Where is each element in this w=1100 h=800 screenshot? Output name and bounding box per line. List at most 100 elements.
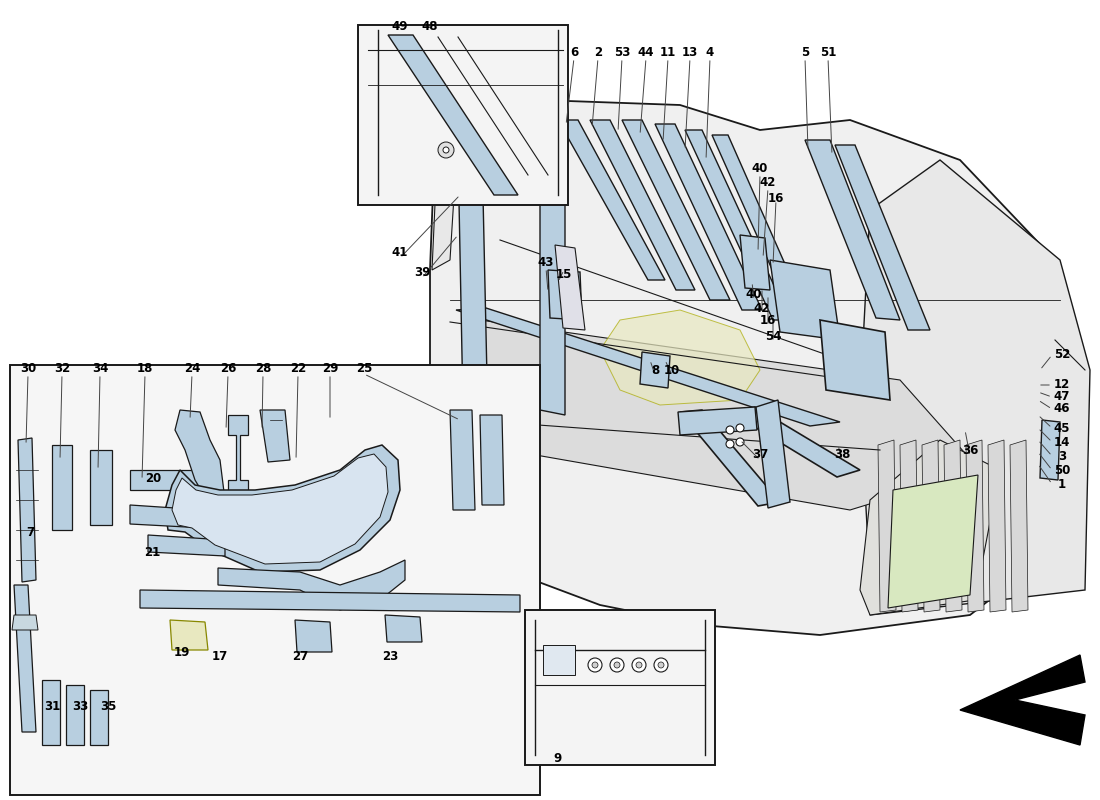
Text: 1: 1	[1058, 478, 1066, 490]
Circle shape	[614, 662, 620, 668]
Text: 19: 19	[174, 646, 190, 658]
Polygon shape	[730, 407, 860, 477]
Text: 53: 53	[614, 46, 630, 58]
Polygon shape	[1040, 420, 1060, 480]
Text: 16: 16	[768, 191, 784, 205]
Circle shape	[632, 658, 646, 672]
Text: 47: 47	[1054, 390, 1070, 403]
Polygon shape	[90, 450, 112, 525]
Text: 16: 16	[760, 314, 777, 327]
Polygon shape	[590, 120, 695, 290]
Text: 6: 6	[570, 46, 579, 58]
Circle shape	[726, 440, 734, 448]
Text: 46: 46	[1054, 402, 1070, 415]
Polygon shape	[878, 440, 896, 612]
Polygon shape	[654, 124, 762, 310]
Polygon shape	[960, 655, 1085, 745]
Polygon shape	[712, 135, 815, 332]
Polygon shape	[90, 690, 108, 745]
Polygon shape	[52, 445, 72, 530]
Text: 45: 45	[1054, 422, 1070, 434]
Polygon shape	[450, 410, 475, 510]
Polygon shape	[540, 120, 565, 415]
Circle shape	[588, 658, 602, 672]
Text: 34: 34	[91, 362, 108, 374]
Polygon shape	[860, 440, 1000, 615]
Polygon shape	[172, 454, 388, 564]
Circle shape	[658, 662, 664, 668]
Text: 18: 18	[136, 362, 153, 374]
Text: 40: 40	[746, 289, 762, 302]
Polygon shape	[678, 407, 757, 435]
Polygon shape	[900, 440, 918, 612]
Polygon shape	[260, 410, 290, 462]
Bar	[358, 25, 568, 205]
Text: 50: 50	[1054, 463, 1070, 477]
Polygon shape	[42, 680, 60, 745]
Polygon shape	[922, 440, 940, 612]
Text: 39: 39	[414, 266, 430, 278]
Polygon shape	[600, 310, 760, 405]
Text: 40: 40	[751, 162, 768, 174]
Text: 43: 43	[538, 255, 554, 269]
Text: 15: 15	[556, 269, 572, 282]
Polygon shape	[480, 415, 504, 505]
Polygon shape	[640, 352, 670, 388]
Polygon shape	[458, 150, 490, 515]
Polygon shape	[680, 410, 780, 506]
Polygon shape	[148, 535, 225, 556]
Polygon shape	[966, 440, 984, 612]
Polygon shape	[740, 235, 770, 290]
Text: 11: 11	[660, 46, 676, 58]
Circle shape	[736, 438, 744, 446]
Text: 22: 22	[290, 362, 306, 374]
Circle shape	[654, 658, 668, 672]
Text: 44: 44	[638, 46, 654, 58]
Polygon shape	[944, 440, 962, 612]
Polygon shape	[228, 415, 248, 500]
Text: 12: 12	[1054, 378, 1070, 391]
Polygon shape	[432, 180, 455, 270]
Text: 14: 14	[1054, 435, 1070, 449]
Polygon shape	[130, 505, 205, 528]
Polygon shape	[218, 560, 405, 610]
Text: 35: 35	[100, 701, 117, 714]
Polygon shape	[12, 615, 39, 630]
Polygon shape	[543, 645, 575, 675]
Text: 23: 23	[382, 650, 398, 663]
Circle shape	[438, 142, 454, 158]
Polygon shape	[1010, 440, 1028, 612]
Polygon shape	[295, 620, 332, 652]
Polygon shape	[14, 585, 36, 732]
Circle shape	[726, 426, 734, 434]
Polygon shape	[685, 130, 790, 320]
Text: 29: 29	[322, 362, 338, 374]
Text: 4: 4	[706, 46, 714, 58]
Polygon shape	[130, 470, 200, 490]
Text: 8: 8	[651, 363, 659, 377]
Polygon shape	[621, 120, 730, 300]
Text: 9: 9	[553, 753, 561, 766]
Polygon shape	[175, 410, 226, 505]
Polygon shape	[558, 120, 666, 280]
Text: 36: 36	[961, 443, 978, 457]
Polygon shape	[430, 100, 1085, 635]
Text: 48: 48	[421, 21, 438, 34]
Text: 54: 54	[764, 330, 781, 343]
Polygon shape	[450, 320, 980, 510]
Bar	[525, 610, 715, 765]
Text: 42: 42	[760, 177, 777, 190]
Text: passion for parts: passion for parts	[345, 409, 695, 451]
Text: 5: 5	[801, 46, 810, 58]
Text: 7: 7	[26, 526, 34, 538]
Text: 37: 37	[752, 449, 768, 462]
Circle shape	[636, 662, 642, 668]
Bar	[10, 365, 540, 795]
Text: 17: 17	[212, 650, 228, 663]
Polygon shape	[556, 245, 585, 330]
Text: 25: 25	[355, 362, 372, 374]
Text: 32: 32	[54, 362, 70, 374]
Polygon shape	[456, 308, 840, 426]
Polygon shape	[388, 35, 518, 195]
Polygon shape	[835, 145, 930, 330]
